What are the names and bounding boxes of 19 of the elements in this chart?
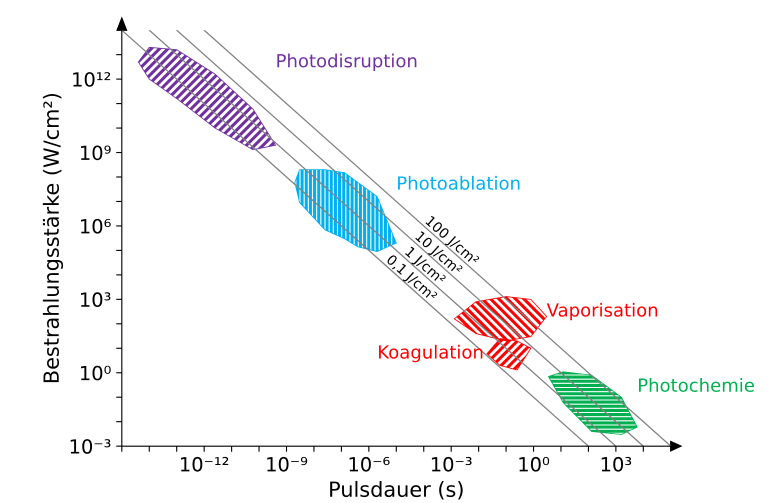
y-tick-label: 10³ xyxy=(81,292,110,308)
x-tick-label: 10⁻³ xyxy=(432,456,472,472)
series-label: Photochemie xyxy=(639,378,754,392)
y-axis-title: Bestrahlungsstärke (W/cm²) xyxy=(42,94,64,382)
y-tick-label: 10⁹ xyxy=(81,145,111,160)
y-tick-label: 10¹² xyxy=(73,72,110,87)
x-tick-label: 10⁻⁹ xyxy=(267,456,308,472)
x-tick-label: 10³ xyxy=(602,456,632,472)
x-tick-label: 10⁻¹² xyxy=(181,456,228,472)
text: Photodisruption xyxy=(277,54,416,72)
y-tick-label: 10⁻³ xyxy=(70,439,110,454)
y-tick-label: 10⁰ xyxy=(81,366,111,380)
x-axis-title: Pulsdauer (s) xyxy=(330,480,463,500)
x-tick-label: 10⁻⁶ xyxy=(350,456,390,472)
y-tick-label: 10⁶ xyxy=(81,218,111,234)
series-label: Koagulation xyxy=(379,344,482,362)
x-tick-label: 10⁰ xyxy=(519,456,550,472)
series-label: Photoablation xyxy=(398,176,520,190)
series-label: Vaporisation xyxy=(546,302,658,320)
